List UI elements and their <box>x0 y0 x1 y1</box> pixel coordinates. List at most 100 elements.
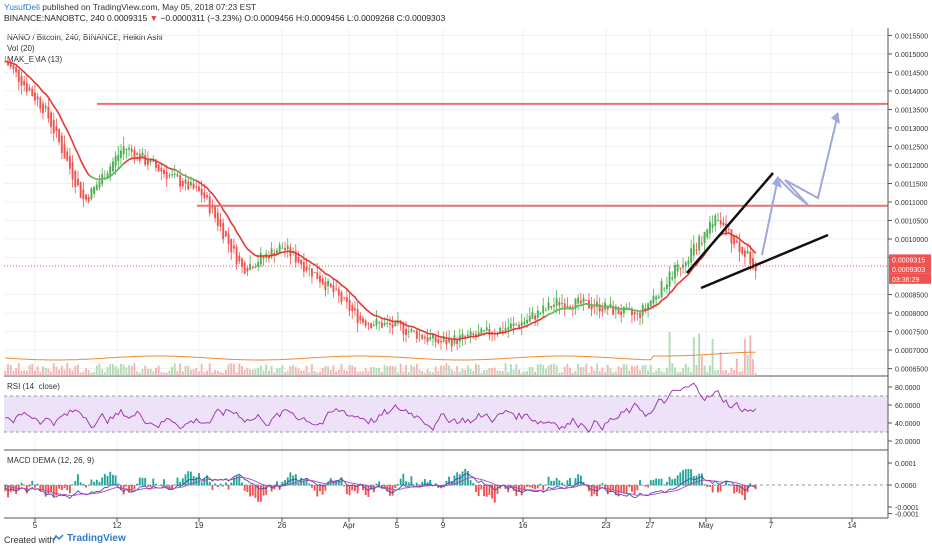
volume-bar <box>725 370 728 376</box>
candle-body <box>141 152 144 158</box>
candle-body <box>714 215 717 226</box>
candle-body <box>671 277 674 280</box>
candle-body <box>224 231 227 237</box>
volume-bar <box>738 371 741 376</box>
volume-bar <box>434 366 437 376</box>
volume-bar <box>20 371 23 376</box>
candle-body <box>617 308 620 315</box>
candle-body <box>120 150 122 158</box>
macd-histogram-bar <box>179 481 182 486</box>
candle-body <box>106 173 109 179</box>
publish-info: published on TradingView.com, May 05, 20… <box>39 2 257 12</box>
volume-bar <box>267 370 270 376</box>
volume-bar <box>555 365 558 376</box>
macd-histogram-bar <box>563 485 566 487</box>
macd-histogram-bar <box>335 480 338 486</box>
candle-body <box>90 188 93 200</box>
macd-histogram-bar <box>163 479 165 486</box>
price-tick-label: 0.0010500 <box>895 219 928 226</box>
volume-bar <box>15 368 18 376</box>
volume-bar <box>372 366 375 376</box>
macd-histogram-bar <box>195 477 198 486</box>
candle-body <box>749 252 752 265</box>
candle-body <box>71 162 74 180</box>
candle-body <box>367 323 370 325</box>
candle-body <box>7 61 9 66</box>
macd-histogram-bar <box>674 478 676 486</box>
volume-bar <box>596 363 598 376</box>
macd-histogram-bar <box>722 485 725 486</box>
macd-histogram-bar <box>633 485 636 495</box>
volume-bar <box>380 371 383 376</box>
ohlc-values: O:0.0009456 H:0.0009456 L:0.0009268 C:0.… <box>244 13 446 23</box>
candle-body <box>254 266 257 268</box>
volume-bar <box>690 371 693 376</box>
macd-histogram-bar <box>319 485 321 492</box>
candle-body <box>111 161 114 172</box>
macd-histogram-bar <box>168 485 171 491</box>
tradingview-logo[interactable]: TradingView <box>52 533 126 544</box>
candle-body <box>544 309 547 311</box>
volume-bar <box>181 371 184 376</box>
last-price: 0.0009315 <box>107 13 148 23</box>
candle-body <box>622 307 625 314</box>
candle-body <box>631 309 633 316</box>
macd-histogram-bar <box>620 485 623 493</box>
volume-bar <box>222 372 225 376</box>
candle-body <box>335 288 338 290</box>
volume-bar <box>617 366 620 376</box>
candle-body <box>743 250 746 257</box>
volume-bar <box>63 369 66 376</box>
macd-histogram-bar <box>687 469 690 486</box>
volume-bar <box>109 363 112 376</box>
instrument-legend[interactable]: NANO / Bitcoin, 240, BINANCE, Heikin Ash… <box>7 33 163 42</box>
volume-bar <box>504 363 507 376</box>
volume-legend[interactable]: Vol (20) <box>7 44 35 53</box>
candle-body <box>144 155 147 165</box>
macd-histogram-bar <box>550 480 553 486</box>
volume-bar <box>122 364 125 376</box>
volume-bar <box>276 368 278 376</box>
volume-bars <box>4 331 757 376</box>
candle-body <box>241 258 243 267</box>
macd-histogram-bar <box>20 482 23 486</box>
candle-body <box>450 340 453 347</box>
macd-histogram-bar <box>631 485 633 492</box>
volume-bar <box>370 367 373 376</box>
macd-histogram-bar <box>165 485 168 488</box>
candle-body <box>93 186 96 194</box>
macd-histogram-bar <box>71 484 74 486</box>
candle-body <box>345 297 348 302</box>
macd-histogram-bar <box>660 478 663 486</box>
macd-histogram-bar <box>730 485 733 486</box>
volume-bar <box>528 366 531 376</box>
candle-body <box>561 302 563 304</box>
candle-body <box>238 255 241 262</box>
macd-histogram-bar <box>569 478 572 486</box>
ema-line-green <box>88 163 644 317</box>
volume-bar <box>717 369 719 376</box>
volume-bar <box>7 364 9 376</box>
macd-histogram-bar <box>655 478 658 486</box>
volume-bar <box>313 371 316 376</box>
candle-body <box>216 212 219 227</box>
candle-body <box>485 327 488 331</box>
candle-body <box>68 156 71 169</box>
volume-bar <box>200 363 203 376</box>
volume-bar <box>625 364 628 376</box>
volume-bar <box>695 365 698 376</box>
macd-histogram-bar <box>125 485 128 487</box>
volume-bar <box>12 370 15 376</box>
candle-body <box>520 322 523 327</box>
macd-legend[interactable]: MACD DEMA (12, 26, 9) <box>7 456 95 465</box>
macd-histogram-bar <box>410 476 413 486</box>
macd-histogram-bar <box>571 485 574 486</box>
macd-histogram-bar <box>458 474 461 486</box>
macd-histogram-bar <box>469 480 472 486</box>
publisher-name[interactable]: YusufDeli <box>4 2 40 12</box>
candle-body <box>682 264 684 269</box>
candle-body <box>719 220 722 225</box>
rsi-legend[interactable]: RSI (14, close) <box>7 382 60 391</box>
macd-histogram-bar <box>354 485 356 492</box>
